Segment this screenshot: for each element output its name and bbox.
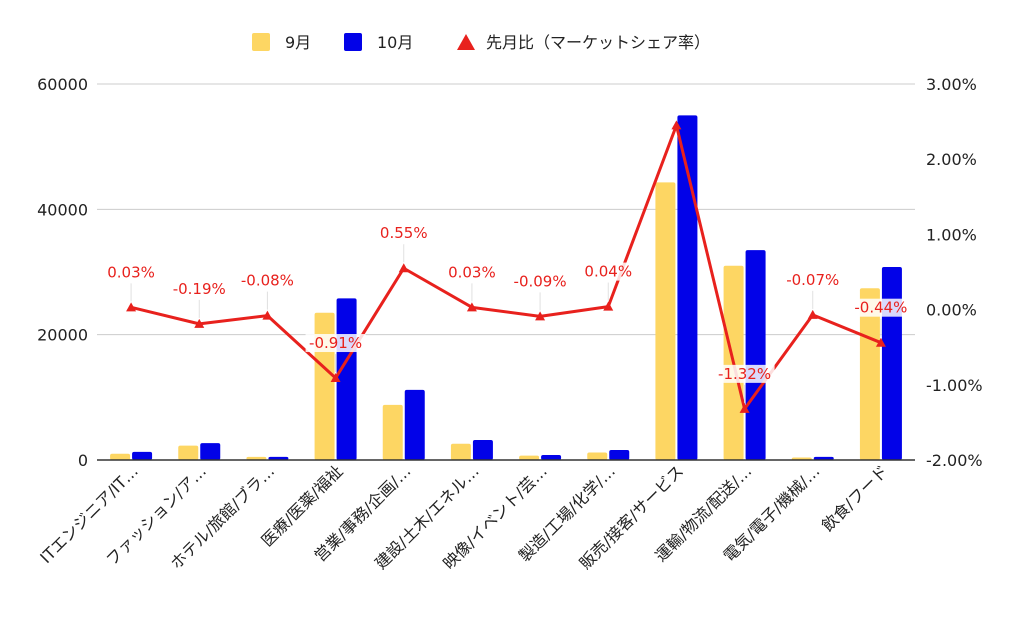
category-labels: ITエンジニア/IT…ファッション/ア…ホテル/旅館/ブラ…医療/医薬/福祉営業… (36, 461, 891, 573)
share-point (398, 263, 409, 273)
data-label-bg (305, 334, 366, 353)
share-point (194, 318, 205, 328)
bar-september (587, 452, 608, 460)
right-tick-label: 1.00% (926, 225, 977, 244)
share-point (807, 309, 818, 319)
data-label-bg (446, 263, 498, 282)
category-label: 飲食/フード (818, 461, 892, 535)
data-label: -0.91% (309, 334, 362, 352)
bar-october (677, 115, 698, 460)
data-label-bg (510, 272, 571, 291)
share-point (262, 310, 273, 320)
bar-october (881, 266, 902, 460)
legend-label-share: 先月比（マーケットシェア率） (486, 33, 710, 52)
data-label: -1.32% (718, 365, 771, 383)
data-label: -0.07% (786, 271, 839, 289)
right-tick-label: 3.00% (926, 75, 977, 94)
bar-september (178, 445, 199, 460)
bar-october (745, 250, 766, 460)
data-label: 0.04% (584, 263, 632, 281)
share-line-path (130, 123, 882, 411)
left-tick-label: 40000 (37, 200, 88, 219)
gridlines (97, 83, 915, 336)
legend-swatch-sep (252, 33, 270, 51)
legend: 9月 10月 先月比（マーケットシェア率） (252, 33, 710, 52)
data-label: -0.09% (514, 272, 567, 290)
right-axis: -2.00% -1.00% 0.00% 1.00% 2.00% 3.00% (926, 75, 983, 470)
data-label-bg (850, 298, 911, 317)
data-label: -0.19% (173, 280, 226, 298)
data-label: 0.03% (448, 263, 496, 281)
legend-label-sep: 9月 (285, 33, 311, 52)
bar-september (859, 288, 880, 460)
data-label-bg (714, 364, 775, 383)
share-point (126, 302, 137, 312)
share-point (739, 403, 750, 413)
bar-october (200, 443, 221, 460)
bar-october (268, 456, 289, 460)
data-label: 0.55% (380, 224, 428, 242)
bar-october (609, 449, 630, 460)
left-tick-label: 20000 (37, 326, 88, 345)
share-line: 0.03% -0.19% -0.08% -0.91% 0.55% 0.03% -0.09% 0… (105, 120, 911, 413)
left-tick-label: 0 (78, 451, 88, 470)
bar-october (472, 439, 493, 460)
share-point (875, 337, 886, 347)
data-label-bg (582, 262, 634, 281)
legend-triangle-icon (457, 34, 475, 50)
data-label-bg (237, 271, 298, 290)
data-label: -0.08% (241, 272, 294, 290)
right-tick-label: 2.00% (926, 150, 977, 169)
bar-september (110, 453, 131, 460)
bar-september (519, 455, 540, 460)
right-tick-label: -2.00% (926, 451, 983, 470)
legend-label-oct: 10月 (377, 33, 413, 52)
bar-october (813, 456, 834, 460)
data-label-bg (105, 263, 157, 282)
bar-september (382, 404, 403, 460)
data-label-bg (782, 270, 843, 289)
share-point (466, 302, 477, 312)
data-label-bg (378, 224, 430, 243)
left-tick-label: 60000 (37, 75, 88, 94)
share-point (330, 373, 341, 383)
left-axis: 0 20000 40000 60000 (37, 75, 88, 470)
legend-swatch-oct (344, 33, 362, 51)
share-point (535, 311, 546, 321)
bar-september (450, 443, 471, 460)
bar-october (541, 454, 562, 460)
data-label: -0.44% (854, 299, 907, 317)
share-point (603, 301, 614, 311)
data-label: 0.03% (107, 263, 155, 281)
bar-september (655, 182, 676, 461)
bar-october (404, 389, 425, 460)
right-tick-label: -1.00% (926, 376, 983, 395)
bar-september (246, 456, 267, 460)
share-point (671, 120, 682, 130)
right-tick-label: 0.00% (926, 301, 977, 320)
data-label-bg (169, 279, 230, 298)
bar-october (132, 451, 153, 460)
bar-october (336, 298, 357, 460)
